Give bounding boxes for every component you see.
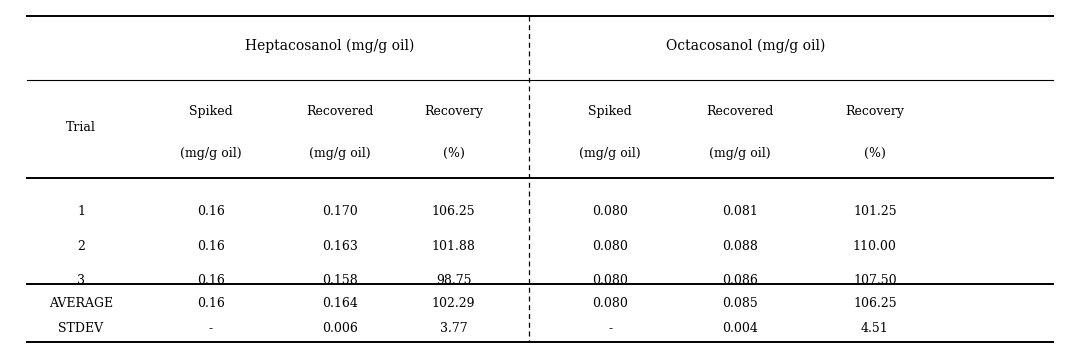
Text: 0.16: 0.16 (197, 205, 225, 218)
Text: Spiked: Spiked (189, 105, 232, 118)
Text: 0.16: 0.16 (197, 274, 225, 288)
Text: 2: 2 (77, 239, 85, 253)
Text: -: - (608, 322, 612, 335)
Text: 0.086: 0.086 (721, 274, 758, 288)
Text: 98.75: 98.75 (436, 274, 471, 288)
Text: -: - (208, 322, 213, 335)
Text: (mg/g oil): (mg/g oil) (708, 147, 771, 160)
Text: 110.00: 110.00 (853, 239, 896, 253)
Text: 1: 1 (77, 205, 85, 218)
Text: Recovery: Recovery (424, 105, 483, 118)
Text: 0.158: 0.158 (322, 274, 359, 288)
Text: 0.170: 0.170 (322, 205, 359, 218)
Text: 0.163: 0.163 (322, 239, 359, 253)
Text: 102.29: 102.29 (432, 297, 475, 310)
Text: 106.25: 106.25 (432, 205, 475, 218)
Text: 3: 3 (77, 274, 85, 288)
Text: 101.25: 101.25 (853, 205, 896, 218)
Text: (%): (%) (864, 147, 886, 160)
Text: 0.085: 0.085 (721, 297, 758, 310)
Text: Octacosanol (mg/g oil): Octacosanol (mg/g oil) (665, 38, 825, 53)
Text: 3.77: 3.77 (440, 322, 468, 335)
Text: Recovery: Recovery (846, 105, 904, 118)
Text: AVERAGE: AVERAGE (49, 297, 113, 310)
Text: 101.88: 101.88 (432, 239, 475, 253)
Text: 0.081: 0.081 (721, 205, 758, 218)
Text: 0.006: 0.006 (322, 322, 359, 335)
Text: 4.51: 4.51 (861, 322, 889, 335)
Text: Recovered: Recovered (706, 105, 773, 118)
Text: (mg/g oil): (mg/g oil) (579, 147, 642, 160)
Text: Heptacosanol (mg/g oil): Heptacosanol (mg/g oil) (245, 38, 414, 53)
Text: Recovered: Recovered (307, 105, 374, 118)
Text: 0.080: 0.080 (592, 239, 629, 253)
Text: 0.080: 0.080 (592, 297, 629, 310)
Text: 0.16: 0.16 (197, 297, 225, 310)
Text: 0.088: 0.088 (721, 239, 758, 253)
Text: 0.004: 0.004 (721, 322, 758, 335)
Text: 0.16: 0.16 (197, 239, 225, 253)
Text: 106.25: 106.25 (853, 297, 896, 310)
Text: STDEV: STDEV (58, 322, 104, 335)
Text: (mg/g oil): (mg/g oil) (309, 147, 372, 160)
Text: (%): (%) (443, 147, 464, 160)
Text: 0.164: 0.164 (322, 297, 359, 310)
Text: 0.080: 0.080 (592, 205, 629, 218)
Text: Spiked: Spiked (589, 105, 632, 118)
Text: 0.080: 0.080 (592, 274, 629, 288)
Text: Trial: Trial (66, 121, 96, 134)
Text: 107.50: 107.50 (853, 274, 896, 288)
Text: (mg/g oil): (mg/g oil) (179, 147, 242, 160)
